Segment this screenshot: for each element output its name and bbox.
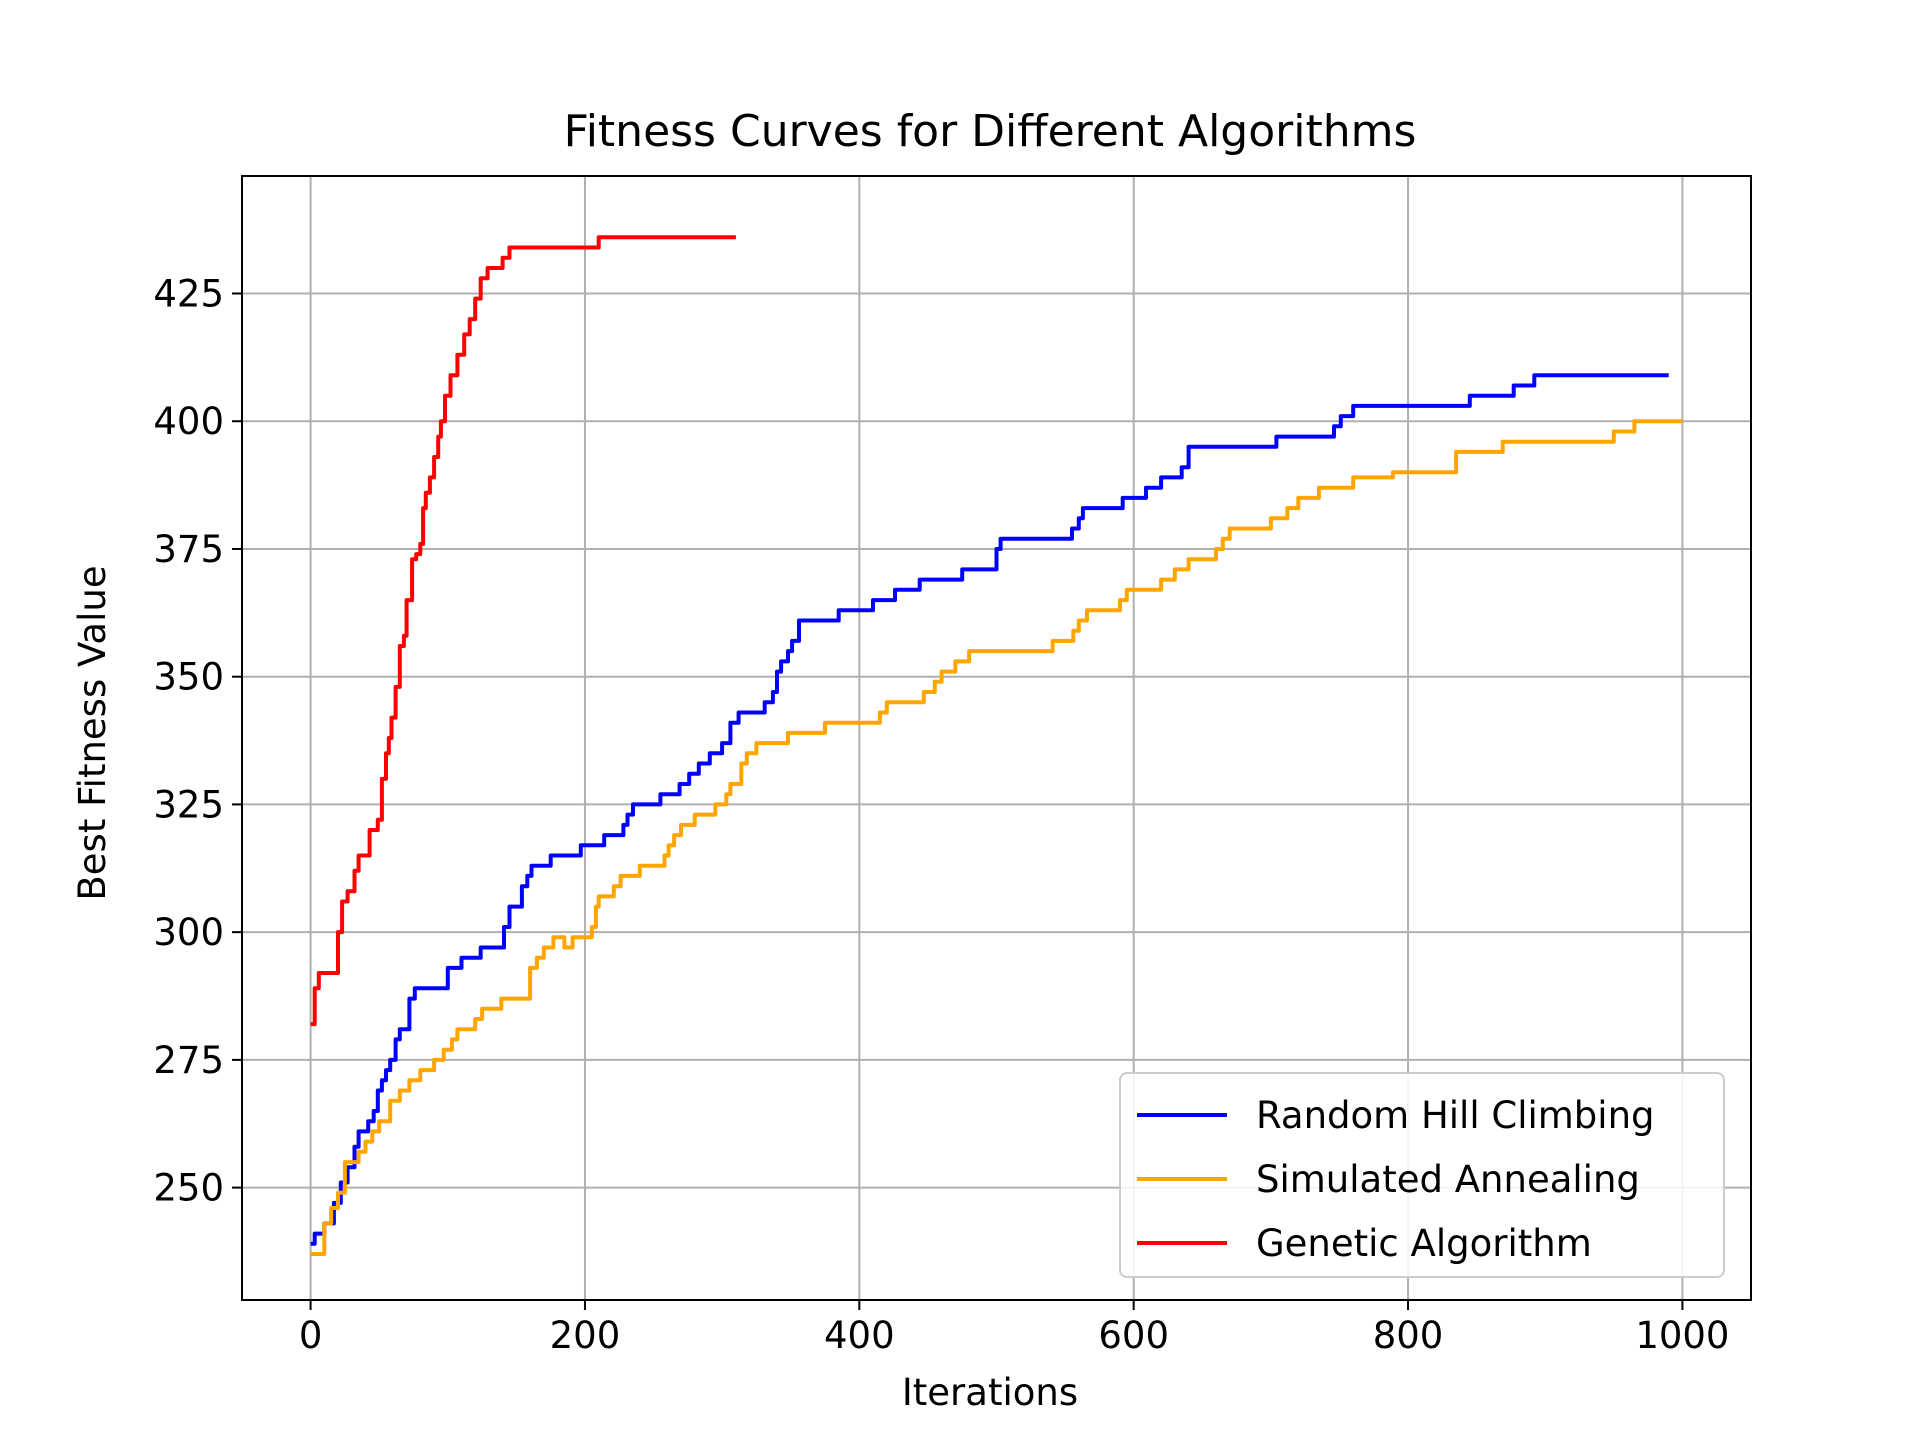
x-tick-label: 0 bbox=[299, 1314, 323, 1357]
plot-area-frame bbox=[241, 175, 1752, 1301]
y-tick-label: 300 bbox=[153, 911, 224, 954]
x-tick-label: 1000 bbox=[1635, 1314, 1729, 1357]
x-tick-label: 600 bbox=[1098, 1314, 1169, 1357]
series-line-genetic-algorithm bbox=[310, 235, 736, 1027]
legend-label: Random Hill Climbing bbox=[1256, 1094, 1655, 1137]
y-tick-label: 400 bbox=[153, 400, 224, 443]
series-layer bbox=[310, 235, 1683, 1256]
x-axis-label: Iterations bbox=[902, 1371, 1078, 1414]
y-tick-label: 425 bbox=[153, 273, 224, 316]
y-tick-label: 325 bbox=[153, 783, 224, 826]
y-axis-label: Best Fitness Value bbox=[71, 565, 114, 900]
y-tick-label: 250 bbox=[153, 1167, 224, 1210]
y-tick-label: 275 bbox=[153, 1039, 224, 1082]
series-line-simulated-annealing bbox=[310, 419, 1683, 1256]
x-tick-label: 800 bbox=[1373, 1314, 1444, 1357]
x-tick-label: 200 bbox=[550, 1314, 621, 1357]
chart-title: Fitness Curves for Different Algorithms bbox=[564, 106, 1417, 157]
grid-layer bbox=[242, 176, 1751, 1300]
y-tick-label: 350 bbox=[153, 656, 224, 699]
x-tick-label: 400 bbox=[824, 1314, 895, 1357]
tick-layer: 0 200 400 600 800 1000 250 275 300 325 350 375 400 42… bbox=[153, 273, 1729, 1357]
legend: Random Hill Climbing Simulated Annealing G… bbox=[1119, 1072, 1725, 1278]
legend-label: Simulated Annealing bbox=[1256, 1158, 1640, 1201]
legend-label: Genetic Algorithm bbox=[1256, 1222, 1592, 1265]
y-tick-label: 375 bbox=[153, 528, 224, 571]
series-line-random-hill-climbing bbox=[310, 373, 1669, 1246]
legend-box bbox=[1119, 1072, 1725, 1278]
